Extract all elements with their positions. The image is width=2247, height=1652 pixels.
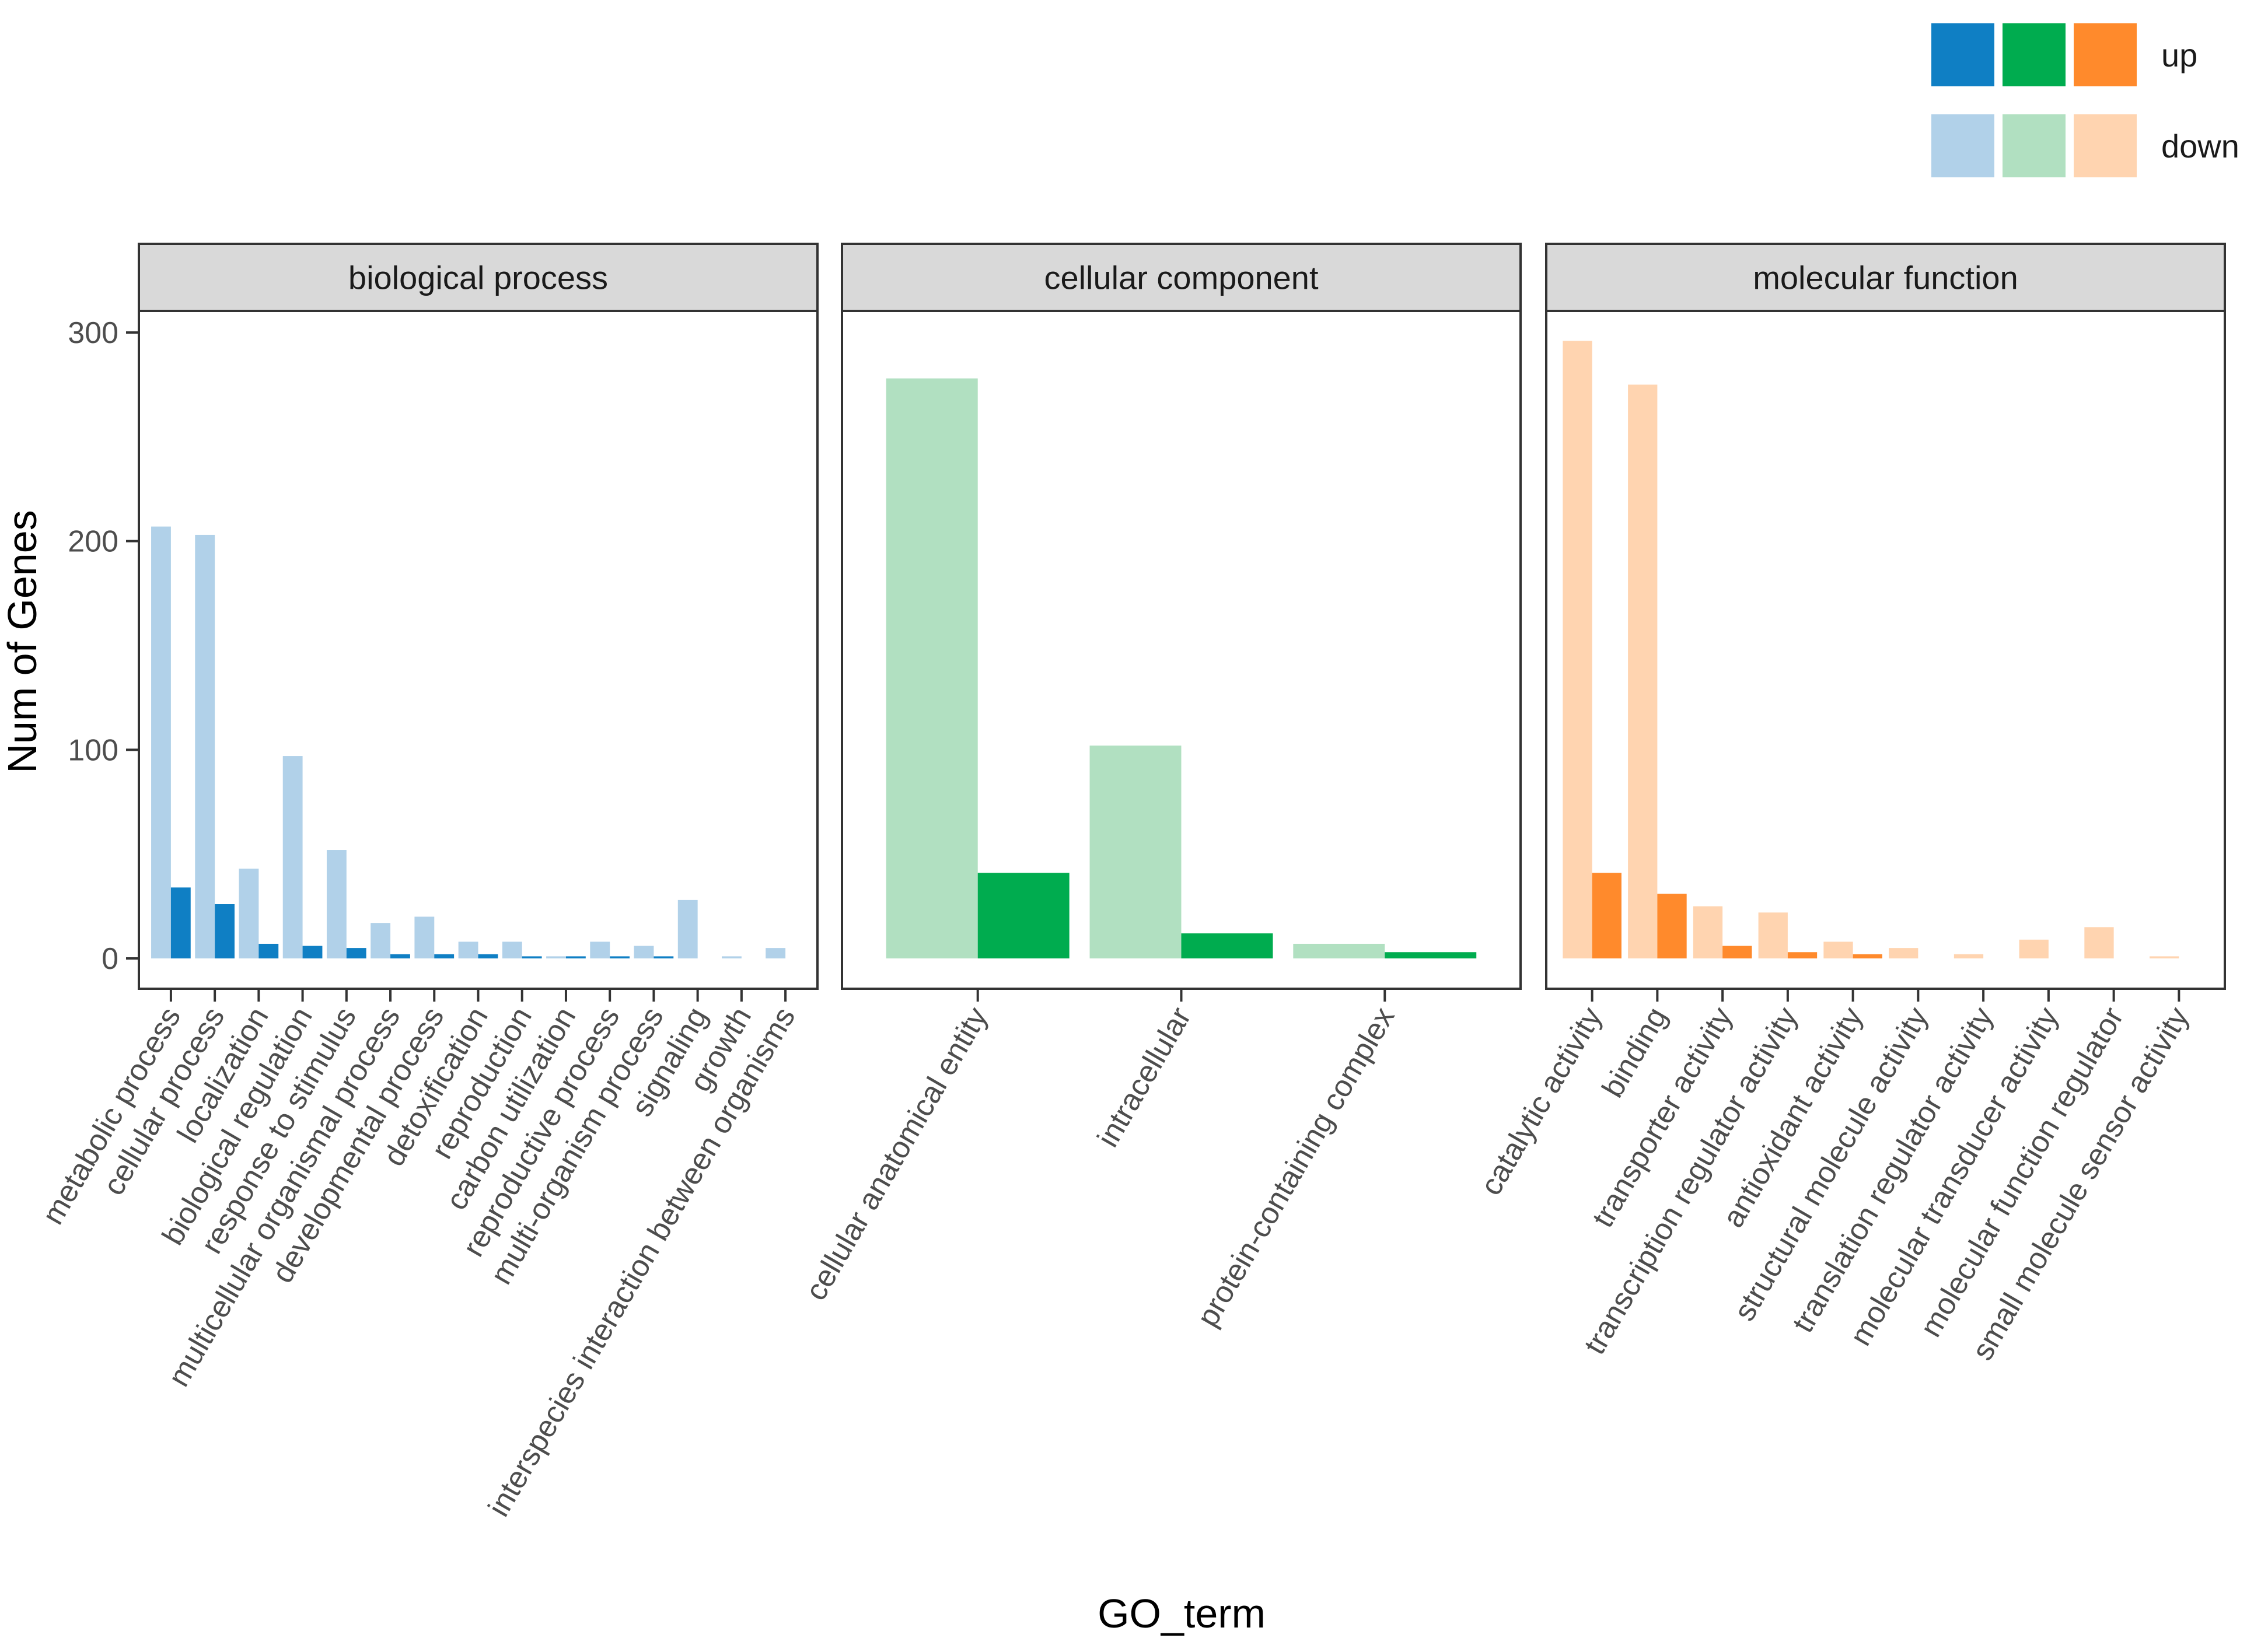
- bar-down-transporter-activity: [1693, 906, 1723, 958]
- x-tick-label-catalytic-activity: catalytic activity: [1474, 1002, 1609, 1201]
- bar-up-catalytic-activity: [1592, 873, 1622, 958]
- bar-down-binding: [1628, 384, 1658, 958]
- bar-down-biological-regulation: [282, 756, 303, 958]
- bar-up-metabolic-process: [170, 887, 191, 958]
- y-axis-title: Num of Genes: [0, 510, 45, 773]
- legend-label-down: down: [2161, 128, 2239, 164]
- x-tick-label-cellular-anatomical-entity: cellular anatomical entity: [799, 1002, 994, 1306]
- bar-up-intracellular: [1181, 933, 1273, 958]
- bar-down-transcription-regulator-activity: [1758, 912, 1788, 958]
- bar-down-growth: [722, 956, 742, 958]
- legend-label-up: up: [2161, 37, 2197, 74]
- bar-up-developmental-process: [434, 954, 455, 958]
- bar-up-response-to-stimulus: [346, 948, 366, 958]
- y-tick-label: 0: [102, 942, 118, 976]
- legend-key-down-0: [1931, 114, 1994, 177]
- bar-down-antioxidant-activity: [1823, 942, 1853, 958]
- bar-up-localization: [258, 943, 279, 958]
- bar-up-transcription-regulator-activity: [1787, 952, 1818, 958]
- legend-key-down-2: [2074, 114, 2137, 177]
- x-tick-label-intracellular: intracellular: [1091, 1002, 1198, 1153]
- panel-strip-label: cellular component: [1044, 260, 1318, 296]
- bar-up-antioxidant-activity: [1853, 954, 1882, 958]
- y-tick-label: 300: [68, 316, 118, 350]
- bar-down-detoxification: [458, 942, 478, 958]
- bar-down-protein-containing-complex: [1293, 943, 1385, 958]
- bar-down-signaling: [677, 900, 698, 958]
- bar-down-catalytic-activity: [1563, 341, 1592, 958]
- panel-strip-label: biological process: [348, 260, 608, 296]
- bar-up-binding: [1657, 894, 1687, 958]
- bar-down-reproduction: [502, 942, 522, 958]
- bar-down-metabolic-process: [151, 526, 171, 958]
- bar-down-small-molecule-sensor-activity: [2150, 956, 2179, 958]
- bar-up-protein-containing-complex: [1385, 952, 1477, 958]
- bar-up-carbon-utilization: [565, 956, 586, 958]
- bar-down-response-to-stimulus: [326, 850, 347, 958]
- bar-up-multicellular-organismal-process: [390, 954, 410, 958]
- bar-up-cellular-anatomical-entity: [977, 873, 1070, 958]
- bar-down-structural-molecule-activity: [1889, 948, 1918, 958]
- bar-up-multi-organism-process: [654, 956, 674, 958]
- bar-up-transporter-activity: [1722, 946, 1752, 958]
- panel-strip-label: molecular function: [1753, 260, 2018, 296]
- bar-down-localization: [239, 869, 259, 958]
- legend-key-down-1: [2003, 114, 2066, 177]
- bar-down-developmental-process: [414, 916, 435, 958]
- legend-key-up-2: [2074, 23, 2137, 86]
- panel-frame: [1545, 310, 2226, 990]
- bar-up-reproduction: [522, 956, 542, 958]
- bar-up-biological-regulation: [302, 946, 323, 958]
- bar-down-intracellular: [1089, 746, 1182, 958]
- x-axis-title: GO_term: [1098, 1591, 1266, 1636]
- bar-down-multicellular-organismal-process: [371, 923, 391, 958]
- bar-down-molecular-function-regulator: [2084, 927, 2114, 958]
- y-tick-label: 100: [68, 733, 118, 767]
- bar-up-cellular-process: [215, 904, 235, 958]
- legend-key-up-0: [1931, 23, 1994, 86]
- bar-down-cellular-process: [195, 534, 215, 958]
- bar-down-molecular-transducer-activity: [2019, 939, 2049, 958]
- y-tick-label: 200: [68, 525, 118, 559]
- legend: up down: [1931, 23, 2239, 177]
- panel-strip: [1545, 243, 2226, 312]
- bar-down-cellular-anatomical-entity: [886, 378, 978, 958]
- bar-down-carbon-utilization: [546, 956, 566, 958]
- bar-down-reproductive-process: [590, 942, 610, 958]
- x-tick-label-protein-containing-complex: protein-containing complex: [1191, 1002, 1402, 1332]
- panel-strip: [138, 243, 819, 312]
- bar-down-translation-regulator-activity: [1954, 954, 1984, 958]
- panel-cellular-component: cellular component cellular anatomical en…: [799, 243, 1522, 1332]
- bar-down-interspecies-interaction-between-organisms: [766, 948, 786, 958]
- bar-up-reproductive-process: [610, 956, 630, 958]
- legend-key-up-1: [2003, 23, 2066, 86]
- bar-down-multi-organism-process: [634, 946, 654, 958]
- bar-up-detoxification: [478, 954, 498, 958]
